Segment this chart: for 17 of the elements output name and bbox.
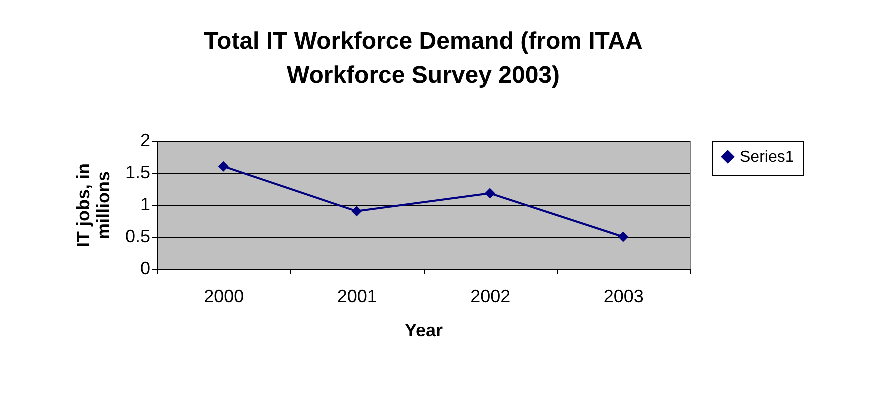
point: [352, 206, 362, 217]
point: [484, 188, 496, 199]
y-tick-label: 2: [140, 130, 150, 150]
point: [618, 232, 629, 242]
x-axis-title: Year: [404, 320, 444, 340]
y-tick-label: 1.5: [125, 162, 150, 182]
y-tick-label: 0.5: [125, 226, 150, 246]
y-axis-title: IT jobs, in millions: [73, 164, 114, 248]
x-tick-label: 2002: [470, 286, 511, 306]
x-tick-label: 2000: [204, 286, 244, 306]
y-tick-label: 0: [140, 258, 150, 278]
x-tick-label: 2003: [604, 286, 644, 306]
point: [218, 161, 229, 172]
x-tick-label: 2001: [337, 286, 378, 306]
chart-title: Total IT Workforce Demand (from ITAA Workforce Survey 2003): [204, 28, 643, 89]
legend-label: Series1: [740, 149, 794, 166]
y-tick-label: 1: [140, 194, 150, 214]
